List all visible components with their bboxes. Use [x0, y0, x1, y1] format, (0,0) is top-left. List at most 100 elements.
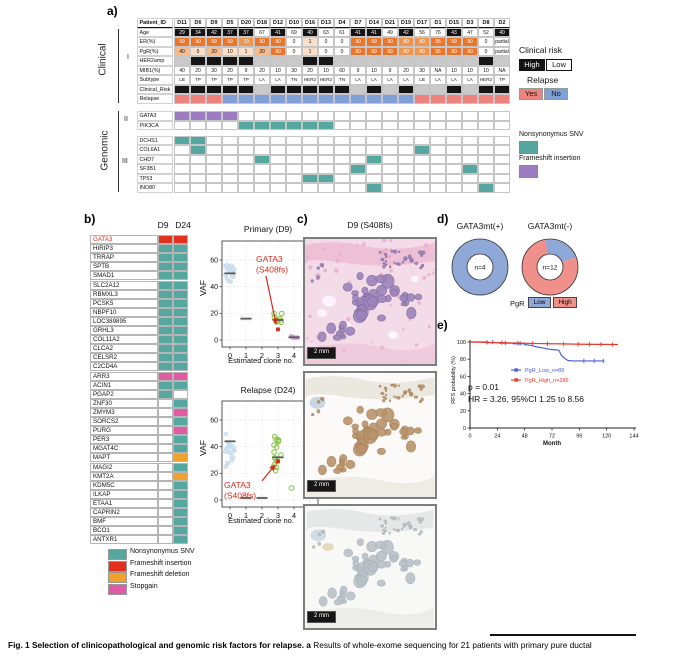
- svg-text:0: 0: [468, 434, 471, 440]
- subtype-cell: TP: [190, 75, 206, 85]
- d9-mutation-cell: [158, 398, 173, 408]
- gene-tp53-cell: [382, 173, 398, 183]
- gene-name-mgat4c: MGAT4C: [90, 444, 158, 454]
- gene-name-sorcs2: SORCS2: [90, 417, 158, 427]
- er-cell: 90: [270, 37, 286, 47]
- gene-pik3ca-cell: [206, 120, 222, 130]
- relapse-cell: [302, 94, 318, 104]
- d9-mutation-cell: [158, 417, 173, 427]
- gene-col6a1-cell: [382, 145, 398, 155]
- gene-sf3b1-cell: [366, 164, 382, 174]
- gene-dchs1-cell: [254, 135, 270, 145]
- patient-id: D15: [446, 18, 462, 28]
- row-label-age: Age: [137, 27, 173, 37]
- d24-mutation-cell: [173, 480, 188, 490]
- svg-text:20: 20: [210, 311, 218, 318]
- gene-chd7-cell: [462, 154, 478, 164]
- pgr-cell: 1: [302, 46, 318, 56]
- svg-text:2: 2: [260, 351, 264, 360]
- gene-sf3b1-cell: [222, 164, 238, 174]
- section-i-label: I: [127, 54, 129, 61]
- gene-mutation-list: GATA3 HIRIP3 TRRAP SPTB SMAD1 SLC2A12 RBMXL3 PC…: [0, 0, 300, 600]
- d9-mutation-cell: [158, 407, 173, 417]
- relapse-cell: [398, 94, 414, 104]
- er-cell: 0: [318, 37, 334, 47]
- d24-mutation-cell: [173, 444, 188, 454]
- gene-gata3-cell: [430, 111, 446, 121]
- gene-name-clca2: CLCA2: [90, 344, 158, 354]
- d24-mutation-cell: [173, 253, 188, 263]
- mib1-cell: 20: [190, 65, 206, 75]
- snv-legend-swatch: [519, 141, 538, 154]
- d24-mutation-cell: [173, 389, 188, 399]
- gene-chd7-cell: [238, 154, 254, 164]
- gene-col6a1-cell: [334, 145, 350, 155]
- patient-id: D4: [334, 18, 350, 28]
- relapse-cell: [446, 94, 462, 104]
- age-cell: 43: [446, 27, 462, 37]
- gene-chd7-cell: [174, 154, 190, 164]
- gene-ino80-cell: [238, 183, 254, 193]
- patient-id: D5: [222, 18, 238, 28]
- gene-col6a1-cell: [286, 145, 302, 155]
- gene-sf3b1-cell: [398, 164, 414, 174]
- relapse-cell: [286, 94, 302, 104]
- er-cell: partial: [494, 37, 510, 47]
- gene-chd7-cell: [254, 154, 270, 164]
- svg-text:80: 80: [460, 357, 466, 363]
- d24-mutation-cell: [173, 298, 188, 308]
- gene-chd7-cell: [286, 154, 302, 164]
- d24-mutation-cell: [173, 453, 188, 463]
- patient-id: D12: [270, 18, 286, 28]
- gene-ino80-cell: [174, 183, 190, 193]
- gene-ino80-cell: [286, 183, 302, 193]
- mib1-cell: 10: [366, 65, 382, 75]
- median-bar: [272, 456, 284, 459]
- mib1-cell: 20: [254, 65, 270, 75]
- d24-mutation-cell: [173, 280, 188, 290]
- gene-dchs1-cell: [414, 135, 430, 145]
- gene-gata3-cell: [366, 111, 382, 121]
- gene-chd7-cell: [190, 154, 206, 164]
- donut-neg-title: GATA3mt(-): [527, 221, 573, 231]
- d9-mutation-cell: [158, 380, 173, 390]
- gene-gata3-cell: [382, 111, 398, 121]
- age-cell: 61: [334, 27, 350, 37]
- d9-mutation-cell: [158, 462, 173, 472]
- gene-col6a1-cell: [350, 145, 366, 155]
- gene-col6a1-cell: [254, 145, 270, 155]
- caption-bold: Fig. 1 Selection of clinicopathological …: [8, 640, 311, 650]
- gene-tp53-cell: [286, 173, 302, 183]
- her2amp-cell: [190, 56, 206, 66]
- gene-chd7-cell: [222, 154, 238, 164]
- gene-col6a1-cell: [478, 145, 494, 155]
- d9-mutation-cell: [158, 471, 173, 481]
- clone-0-cluster: [222, 431, 237, 469]
- mib1-cell: 30: [414, 65, 430, 75]
- gene-pik3ca-cell: [446, 120, 462, 130]
- patient-id: D10: [286, 18, 302, 28]
- mib1-cell: 10: [462, 65, 478, 75]
- clinical-risk-cell: [382, 84, 398, 94]
- er-cell: 99: [174, 37, 190, 47]
- clinical-risk-cell: [174, 84, 190, 94]
- gene-name-magi2: MAGI2: [90, 462, 158, 472]
- her2amp-cell: [494, 56, 510, 66]
- mib1-cell: 30: [206, 65, 222, 75]
- gene-sf3b1-cell: [190, 164, 206, 174]
- relapse-cell: [478, 94, 494, 104]
- patient-id: D3: [462, 18, 478, 28]
- age-cell: 41: [350, 27, 366, 37]
- d24-mutation-cell: [173, 289, 188, 299]
- row-label-gene-col6a1: COL6A1: [137, 145, 173, 155]
- age-cell: 67: [254, 27, 270, 37]
- age-cell: 29: [174, 27, 190, 37]
- er-cell: 99: [446, 37, 462, 47]
- d9-mutation-cell: [158, 316, 173, 326]
- d24-mutation-cell: [173, 380, 188, 390]
- clinical-risk-cell: [446, 84, 462, 94]
- gene-tp53-cell: [494, 173, 510, 183]
- gene-pik3ca-cell: [302, 120, 318, 130]
- age-cell: 40: [302, 27, 318, 37]
